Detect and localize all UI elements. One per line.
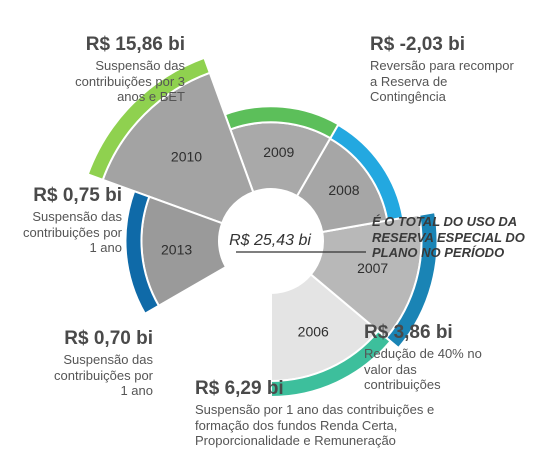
description-2010: Suspensão das contribuições por 3 anos e… (75, 58, 185, 105)
description-2006: Redução de 40% no valor das contribuiçõe… (364, 346, 482, 393)
label-2007: R$ 6,29 bi Suspensão por 1 ano das contr… (195, 378, 455, 448)
amount-2007: R$ 6,29 bi (195, 378, 284, 399)
year-wedges (86, 56, 439, 398)
amount-2013: R$ -2,03 bi (370, 34, 466, 55)
year-label-2010: 2010 (171, 149, 202, 165)
year-label-2007: 2007 (357, 260, 388, 276)
label-2006: R$ 3,86 bi Redução de 40% no valor das c… (364, 322, 489, 392)
year-label-2013: 2013 (161, 241, 192, 257)
arc-2010 (86, 56, 212, 182)
arc-2013 (124, 189, 161, 316)
label-2009: R$ 0,75 bi Suspensão das contribuições p… (22, 185, 122, 255)
amount-2010: R$ 15,86 bi (85, 34, 185, 55)
label-2013: R$ -2,03 bi Reversão para recompor a Res… (370, 34, 515, 104)
label-2008: R$ 0,70 bi Suspensão das contribuições p… (50, 328, 153, 398)
description-2007: Suspensão por 1 ano das contribuições e … (195, 402, 435, 449)
center-hole (219, 189, 323, 293)
amount-2006: R$ 3,86 bi (364, 322, 453, 343)
year-label-2009: 2009 (263, 144, 294, 160)
description-2013: Reversão para recompor a Reserva de Cont… (370, 58, 514, 105)
description-2008: Suspensão das contribuições por 1 ano (54, 352, 153, 399)
year-labels: 2006 2007 2008 2009 2010 2013 (161, 144, 388, 340)
label-2010: R$ 15,86 bi Suspensão das contribuições … (60, 34, 185, 104)
arc-2007 (384, 210, 439, 350)
total-note: É O TOTAL DO USO DA RESERVA ESPECIAL DO … (372, 214, 525, 261)
amount-2009: R$ 0,75 bi (33, 185, 122, 206)
description-2009: Suspensão das contribuições por 1 ano (23, 209, 122, 256)
amount-2008: R$ 0,70 bi (64, 328, 153, 349)
year-label-2008: 2008 (328, 182, 359, 198)
total-label: R$ 25,43 bi (229, 232, 311, 249)
year-label-2006: 2006 (298, 324, 329, 340)
